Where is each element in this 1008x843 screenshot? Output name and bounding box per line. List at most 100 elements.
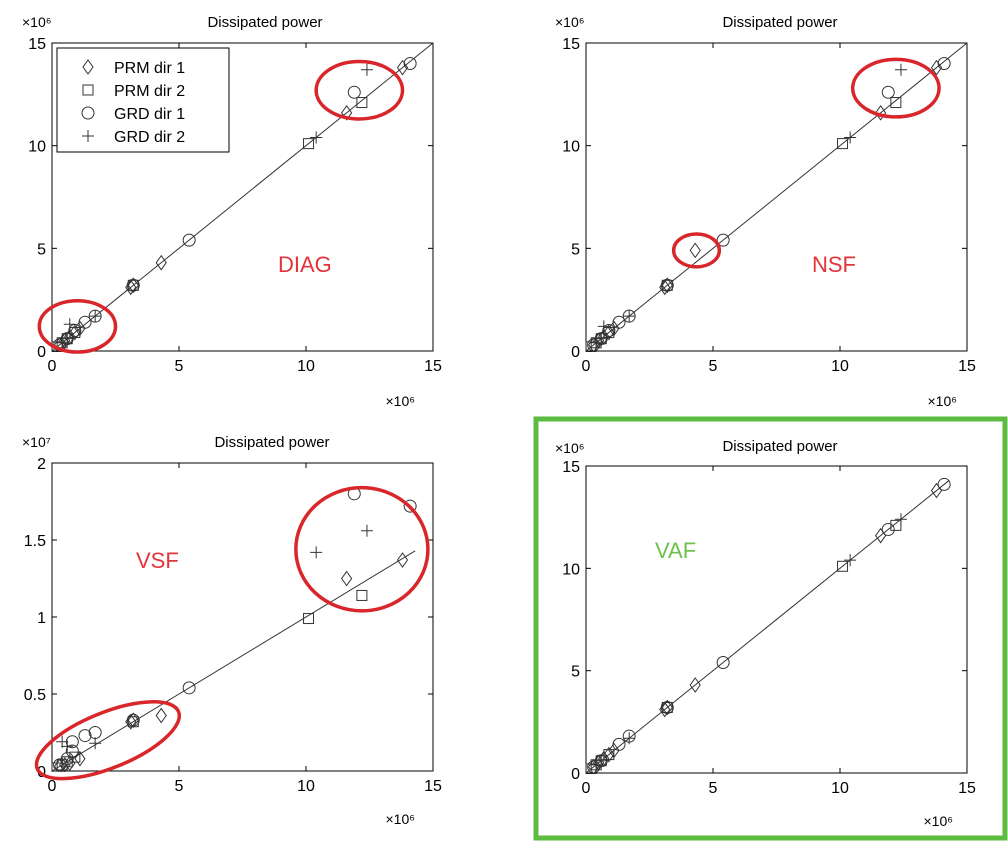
data-point-circle (60, 752, 74, 766)
highlight-frame (533, 416, 1008, 841)
data-point-square (127, 279, 139, 291)
data-point-square (303, 138, 315, 150)
x-tick-label: 15 (424, 358, 442, 375)
data-point-plus (894, 63, 907, 76)
plot-content (585, 477, 951, 774)
x-tick-label: 5 (175, 778, 184, 795)
y-axis-multiplier: ×10⁶ (22, 14, 52, 30)
y-tick-label: 2 (37, 456, 46, 473)
y-tick-label: 5 (37, 241, 46, 258)
x-tick-label: 5 (709, 780, 718, 797)
data-point-diamond (341, 104, 353, 121)
highlight-ellipse (850, 57, 941, 119)
x-tick-label: 0 (48, 358, 57, 375)
data-point-plus (595, 754, 608, 767)
data-point-plus (844, 554, 857, 567)
data-point-plus (61, 740, 74, 753)
chart-panel-diag: 0 5 10 15 0 5 10 15 Dissipated power ×10⁶ ×10⁶ DIAG… (22, 14, 442, 409)
fit-line (585, 42, 968, 352)
data-point-circle (881, 85, 895, 99)
data-point-square (661, 702, 673, 714)
data-point-square (890, 97, 902, 109)
legend-diamond-icon (82, 59, 94, 75)
x-tick-label: 10 (297, 778, 315, 795)
legend-entry-label: GRD dir 1 (114, 106, 185, 123)
data-point-diamond (155, 254, 167, 271)
y-axis-multiplier: ×10⁷ (22, 434, 51, 450)
data-point-diamond (54, 758, 66, 772)
data-point-circle (347, 85, 361, 99)
x-tick-label: 10 (831, 358, 849, 375)
data-point-diamond (155, 707, 167, 724)
y-tick-label: 10 (562, 561, 580, 578)
chart-panel-nsf: 0 5 10 15 0 5 10 15 Dissipated power ×10⁶ ×10⁶ NSF (555, 14, 976, 409)
x-tick-label: 0 (48, 778, 57, 795)
legend-entry-label: GRD dir 2 (114, 129, 185, 146)
data-point-diamond (603, 324, 615, 341)
y-tick-label: 10 (562, 139, 580, 156)
legend-plus-icon (82, 130, 94, 142)
data-point-plus (310, 546, 323, 559)
panel-label: DIAG (278, 252, 332, 277)
data-point-diamond (661, 699, 673, 716)
data-point-square (837, 138, 849, 150)
plot-content (51, 42, 434, 352)
y-tick-label: 0 (37, 344, 46, 361)
highlight-ellipse (37, 298, 118, 354)
data-point-diamond (74, 750, 86, 767)
y-tick-label: 15 (562, 36, 580, 53)
x-tick-label: 10 (831, 780, 849, 797)
x-axis-multiplier: ×10⁶ (923, 813, 953, 829)
data-point-diamond (661, 277, 673, 294)
data-point-circle (403, 57, 417, 71)
data-point-diamond (127, 277, 139, 294)
fit-line (51, 42, 434, 352)
legend-square-icon (82, 84, 94, 96)
y-axis-multiplier: ×10⁶ (555, 440, 585, 456)
y-tick-label: 0.5 (24, 687, 46, 704)
data-point-circle (937, 57, 951, 71)
data-point-plus (623, 732, 636, 745)
y-tick-label: 10 (28, 139, 46, 156)
data-point-square (69, 327, 81, 339)
x-tick-label: 5 (175, 358, 184, 375)
data-point-square (661, 279, 673, 291)
data-point-diamond (689, 242, 701, 259)
data-point-square (127, 716, 139, 728)
data-point-square (356, 589, 368, 601)
legend-entry-label: PRM dir 2 (114, 83, 185, 100)
legend: PRM dir 1 PRM dir 2 GRD dir 1 GRD dir 2 (56, 47, 230, 153)
y-tick-label: 5 (571, 664, 580, 681)
panel-label: VAF (655, 538, 696, 563)
data-point-diamond (875, 104, 887, 121)
data-point-square (603, 327, 615, 339)
y-tick-label: 1.5 (24, 533, 46, 550)
data-point-circle (602, 323, 616, 337)
y-tick-label: 0 (571, 344, 580, 361)
legend-circle-icon (81, 106, 95, 120)
plot-content (585, 42, 968, 352)
y-tick-label: 5 (571, 241, 580, 258)
data-point-plus (56, 735, 69, 748)
x-axis-multiplier: ×10⁶ (927, 393, 957, 409)
data-point-diamond (396, 59, 409, 76)
data-point-circle (612, 737, 626, 751)
x-tick-label: 15 (958, 780, 976, 797)
y-tick-label: 15 (28, 36, 46, 53)
data-point-circle (182, 233, 196, 247)
x-tick-label: 0 (582, 358, 591, 375)
data-point-circle (660, 278, 674, 292)
data-point-circle (78, 729, 92, 743)
panel-label: NSF (812, 252, 856, 277)
data-point-circle (716, 233, 730, 247)
data-point-plus (595, 332, 608, 345)
highlight-ellipse (294, 485, 430, 613)
x-tick-label: 15 (958, 358, 976, 375)
data-point-plus (61, 332, 74, 345)
data-point-square (356, 97, 368, 109)
chart-title: Dissipated power (722, 438, 837, 455)
data-point-plus (597, 320, 610, 333)
y-tick-label: 15 (562, 459, 580, 476)
